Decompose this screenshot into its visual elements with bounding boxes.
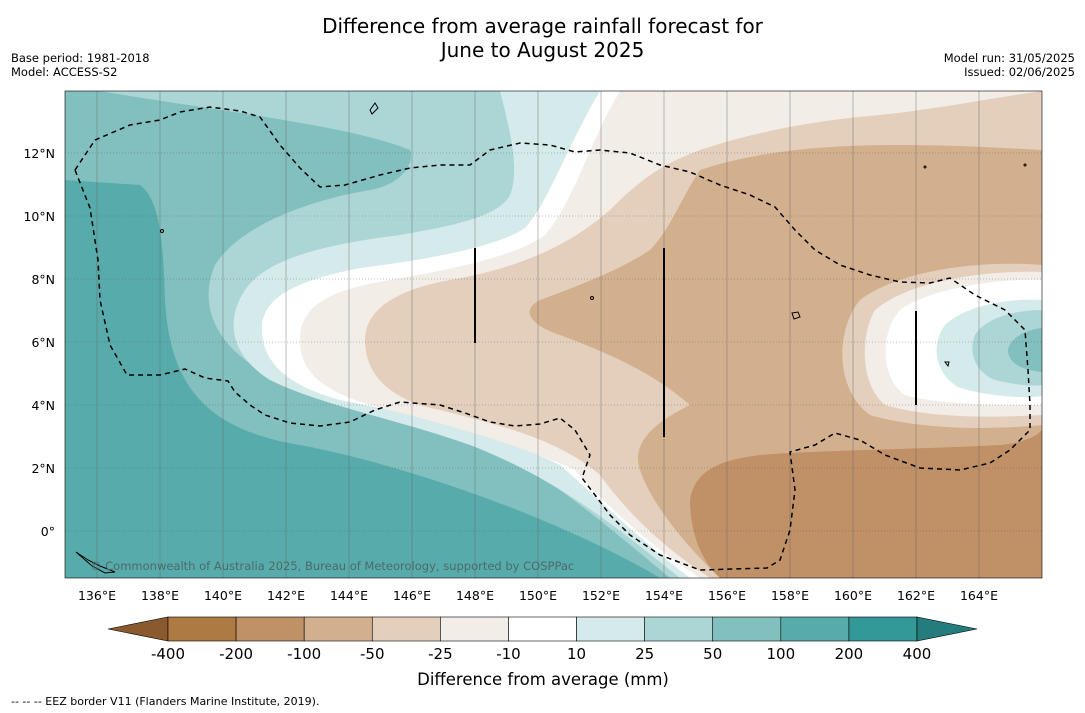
colorbar-segment [371,616,441,642]
colorbar [107,616,978,642]
x-tick-label: 138°E [141,588,179,603]
model-name: Model: ACCESS-S2 [11,65,118,79]
y-tick-label: 0° [41,524,55,539]
x-tick-labels: 136°E 138°E 140°E 142°E 144°E 146°E 148°… [78,588,998,603]
colorbar-tick-label: 100 [766,645,795,663]
colorbar-tick-label: -200 [219,645,253,663]
x-tick-label: 142°E [267,588,305,603]
copyright-text: © Commonwealth of Australia 2025, Bureau… [90,559,574,573]
colorbar-tick-label: -400 [151,645,185,663]
title-line-2: June to August 2025 [440,38,645,62]
y-tick-label: 6°N [31,335,55,350]
colorbar-tick-label: 10 [567,645,586,663]
chart-title: Difference from average rainfall forecas… [0,14,1085,62]
colorbar-segment [644,616,714,642]
rainfall-contours [65,91,1042,578]
colorbar-label: Difference from average (mm) [417,670,669,689]
base-period: Base period: 1981-2018 [11,51,150,65]
colorbar-tick-label: 400 [903,645,932,663]
colorbar-segment [712,616,782,642]
issued-date: Issued: 02/06/2025 [964,65,1075,79]
x-tick-label: 158°E [771,588,809,603]
x-tick-label: 144°E [330,588,368,603]
x-tick-label: 136°E [78,588,116,603]
colorbar-tick-label: 200 [835,645,864,663]
colorbar-segment [508,616,577,642]
model-run: Model run: 31/05/2025 [943,51,1075,65]
y-tick-label: 2°N [31,461,55,476]
x-tick-label: 154°E [645,588,683,603]
colorbar-tick-label: -100 [287,645,321,663]
x-tick-label: 152°E [582,588,620,603]
y-tick-labels: 12°N 10°N 8°N 6°N 4°N 2°N 0° [23,146,55,539]
x-tick-label: 150°E [519,588,557,603]
colorbar-segment [167,616,237,642]
y-tick-label: 4°N [31,398,55,413]
eez-border [74,106,1031,571]
colorbar-segment [440,616,509,642]
y-tick-label: 8°N [31,272,55,287]
small-islands [75,102,1027,574]
colorbar-arrow-high [916,616,978,642]
colorbar-arrow-low [107,616,169,642]
x-tick-label: 164°E [960,588,998,603]
island-marks [474,248,917,437]
colorbar-segment [848,616,918,642]
colorbar-tick-label: 25 [635,645,654,663]
wet-anomaly-east [842,263,1042,428]
colorbar-segment [235,616,305,642]
x-tick-label: 148°E [456,588,494,603]
colorbar-tick-label: 50 [703,645,722,663]
y-tick-label: 12°N [23,146,55,161]
x-tick-label: 156°E [708,588,746,603]
colorbar-segment [576,616,645,642]
colorbar-tick-label: -10 [496,645,521,663]
x-tick-label: 162°E [897,588,935,603]
x-tick-label: 160°E [834,588,872,603]
meta-left: Base period: 1981-2018 Model: ACCESS-S2 [11,51,150,79]
colorbar-segment [303,616,373,642]
colorbar-tick-labels: -400 -200 -100 -50 -25 -10 10 25 50 100 200 400 [151,645,931,663]
eez-footnote: -- -- -- EEZ border V11 (Flanders Marine… [11,695,320,708]
x-tick-label: 146°E [393,588,431,603]
colorbar-tick-label: -50 [360,645,385,663]
graticule [65,152,1042,532]
meta-right: Model run: 31/05/2025 Issued: 02/06/2025 [944,51,1075,79]
colorbar-tick-label: -25 [428,645,453,663]
map-frame [64,90,1043,579]
colorbar-segment [780,616,850,642]
title-line-1: Difference from average rainfall forecas… [322,14,763,38]
x-tick-label: 140°E [204,588,242,603]
y-tick-label: 10°N [23,209,55,224]
